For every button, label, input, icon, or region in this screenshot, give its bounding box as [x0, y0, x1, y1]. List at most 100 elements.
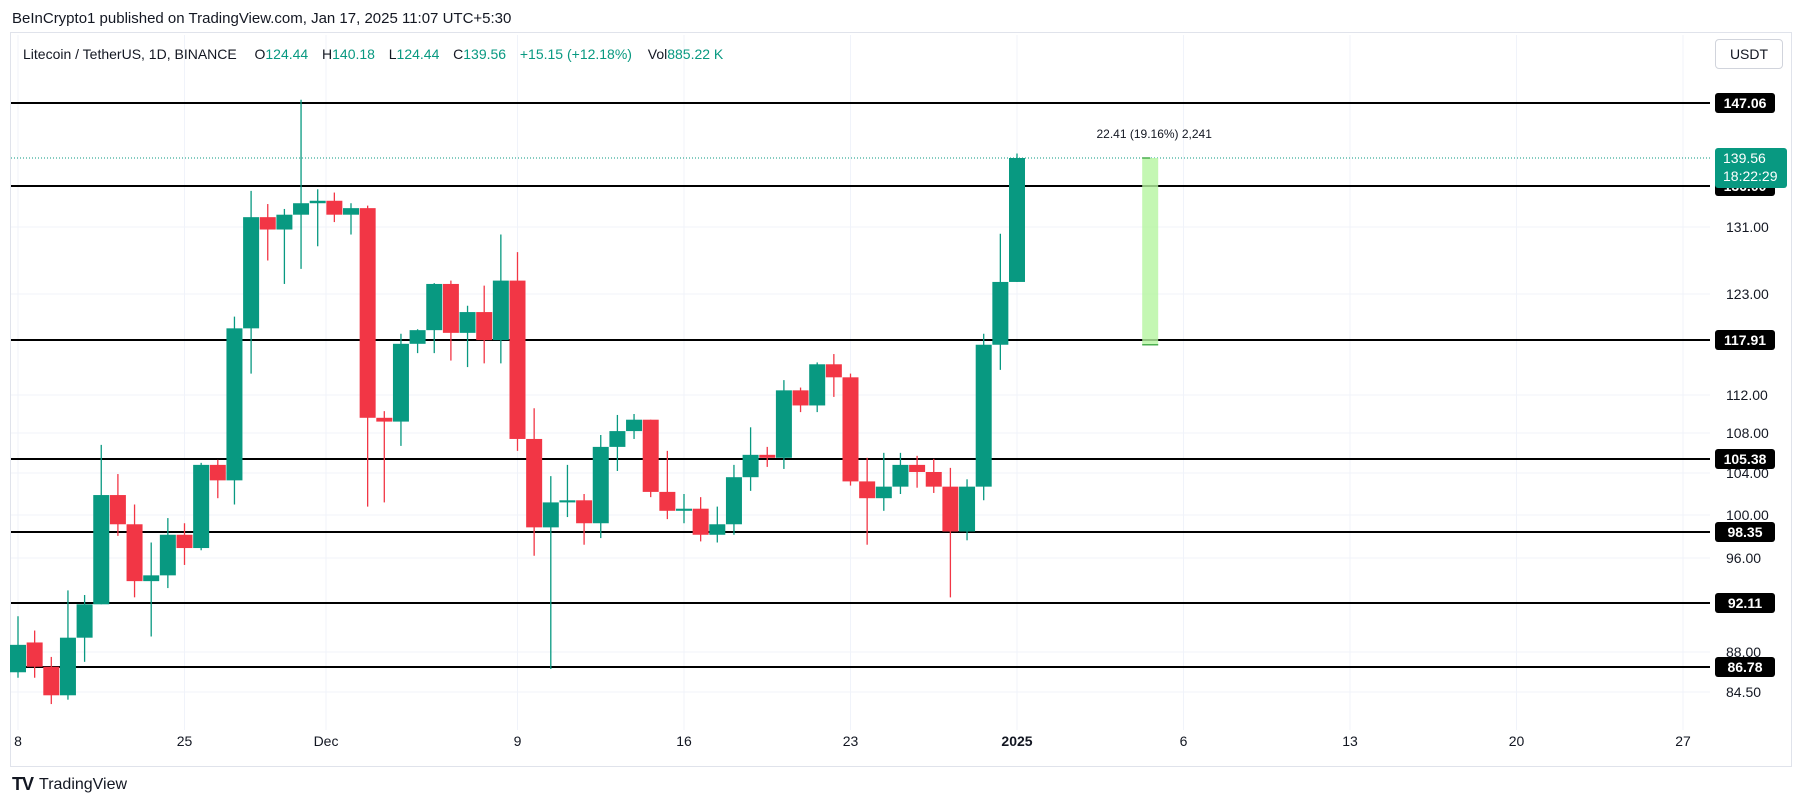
candle-body: [126, 524, 143, 582]
candle: [792, 387, 809, 413]
candle-body: [59, 637, 76, 696]
candle-body: [942, 486, 959, 532]
high-value: 140.18: [332, 46, 375, 62]
price-tick-label: 100.00: [1726, 507, 1769, 523]
candle-body: [159, 534, 176, 576]
candle-body: [259, 217, 276, 230]
candle: [376, 411, 393, 503]
candle-body: [326, 200, 343, 215]
candle: [875, 452, 892, 511]
candle: [909, 455, 926, 488]
candle: [659, 450, 676, 520]
candle-body: [10, 644, 26, 673]
candle-body: [892, 464, 909, 487]
candle-body: [592, 446, 609, 524]
candle-body: [542, 502, 559, 528]
time-tick-label: 8: [14, 733, 22, 749]
level-label: 147.06: [1724, 95, 1767, 111]
candles: [10, 99, 1025, 705]
time-tick-label: 13: [1342, 733, 1358, 749]
candle-body: [742, 454, 759, 478]
price-tick-label: 108.00: [1726, 425, 1769, 441]
candle-body: [842, 377, 859, 482]
level-label: 86.78: [1727, 659, 1762, 675]
level-label: 105.38: [1724, 451, 1767, 467]
candle: [975, 333, 992, 501]
candle-body: [609, 431, 626, 447]
candle: [526, 408, 543, 556]
candle: [509, 252, 526, 451]
symbol-name[interactable]: Litecoin / TetherUS, 1D, BINANCE: [23, 46, 237, 62]
candle: [226, 316, 243, 505]
candle: [576, 494, 593, 545]
level-label-box: [1715, 593, 1775, 613]
candle-body: [975, 344, 992, 487]
open-value: 124.44: [265, 46, 309, 62]
candle: [759, 446, 776, 467]
time-tick-label: Dec: [314, 733, 339, 749]
candle-body: [509, 280, 526, 439]
candle-body: [992, 281, 1009, 345]
candle: [26, 630, 43, 678]
candle-body: [825, 364, 842, 378]
level-label-box: [1715, 657, 1775, 677]
price-axis: 131.00123.00112.00108.00104.00100.0096.0…: [1715, 93, 1787, 700]
candle: [775, 380, 792, 469]
measure-area: [1142, 158, 1159, 345]
time-tick-label: 23: [843, 733, 859, 749]
volume-label: Vol: [647, 46, 668, 62]
tradingview-logo-icon: TV: [12, 774, 34, 794]
symbol-legend: Litecoin / TetherUS, 1D, BINANCE O124.44…: [23, 46, 723, 62]
low-value: 124.44: [396, 46, 440, 62]
candle: [392, 333, 409, 446]
price-tick-label: 123.00: [1726, 286, 1769, 302]
candle-body: [1009, 158, 1025, 282]
candle-body: [559, 500, 576, 503]
change-value: +15.15 (+12.18%): [519, 46, 632, 62]
level-label: 98.35: [1727, 524, 1762, 540]
time-axis: 8 25 Dec 9 16 23 2025 6 13 20 27: [14, 733, 1691, 749]
candle: [592, 434, 609, 539]
price-tick-label: 131.00: [1726, 219, 1769, 235]
brand-name: TradingView: [39, 775, 128, 793]
candle: [626, 414, 643, 439]
candle: [109, 474, 126, 536]
candle-body: [243, 217, 260, 329]
candle-body: [659, 491, 676, 511]
price-tick-label: 88.00: [1726, 644, 1761, 660]
candle: [243, 190, 260, 374]
candle-body: [709, 524, 726, 535]
measure-label: 22.41 (19.16%) 2,241: [1096, 127, 1212, 141]
candle: [642, 419, 659, 498]
candle: [892, 452, 909, 494]
footer-brand[interactable]: TV TradingView: [12, 774, 127, 795]
candle-body: [376, 417, 393, 422]
candle: [309, 189, 326, 247]
candle: [59, 590, 76, 700]
candle-body: [409, 330, 426, 344]
price-tick-label: 96.00: [1726, 550, 1761, 566]
candle-body: [293, 203, 310, 215]
level-label: 92.11: [1728, 595, 1762, 611]
current-price-badge: [1715, 148, 1787, 188]
time-tick-label: 9: [514, 733, 522, 749]
candle: [676, 494, 692, 524]
candle: [809, 362, 826, 413]
candle: [842, 373, 859, 486]
candle: [143, 542, 160, 637]
chart-frame[interactable]: [10, 32, 1792, 767]
candle-body: [476, 312, 493, 341]
candle: [209, 459, 226, 499]
candle-body: [576, 500, 593, 524]
candle-body: [676, 508, 692, 511]
candle: [359, 205, 376, 507]
grid: [11, 35, 1710, 730]
candle: [43, 656, 60, 705]
candle: [825, 354, 842, 397]
candle-body: [43, 666, 60, 696]
candle-body: [93, 495, 110, 605]
candle-body: [626, 419, 643, 432]
currency-button[interactable]: USDT: [1715, 39, 1783, 69]
candle-body: [26, 642, 43, 667]
